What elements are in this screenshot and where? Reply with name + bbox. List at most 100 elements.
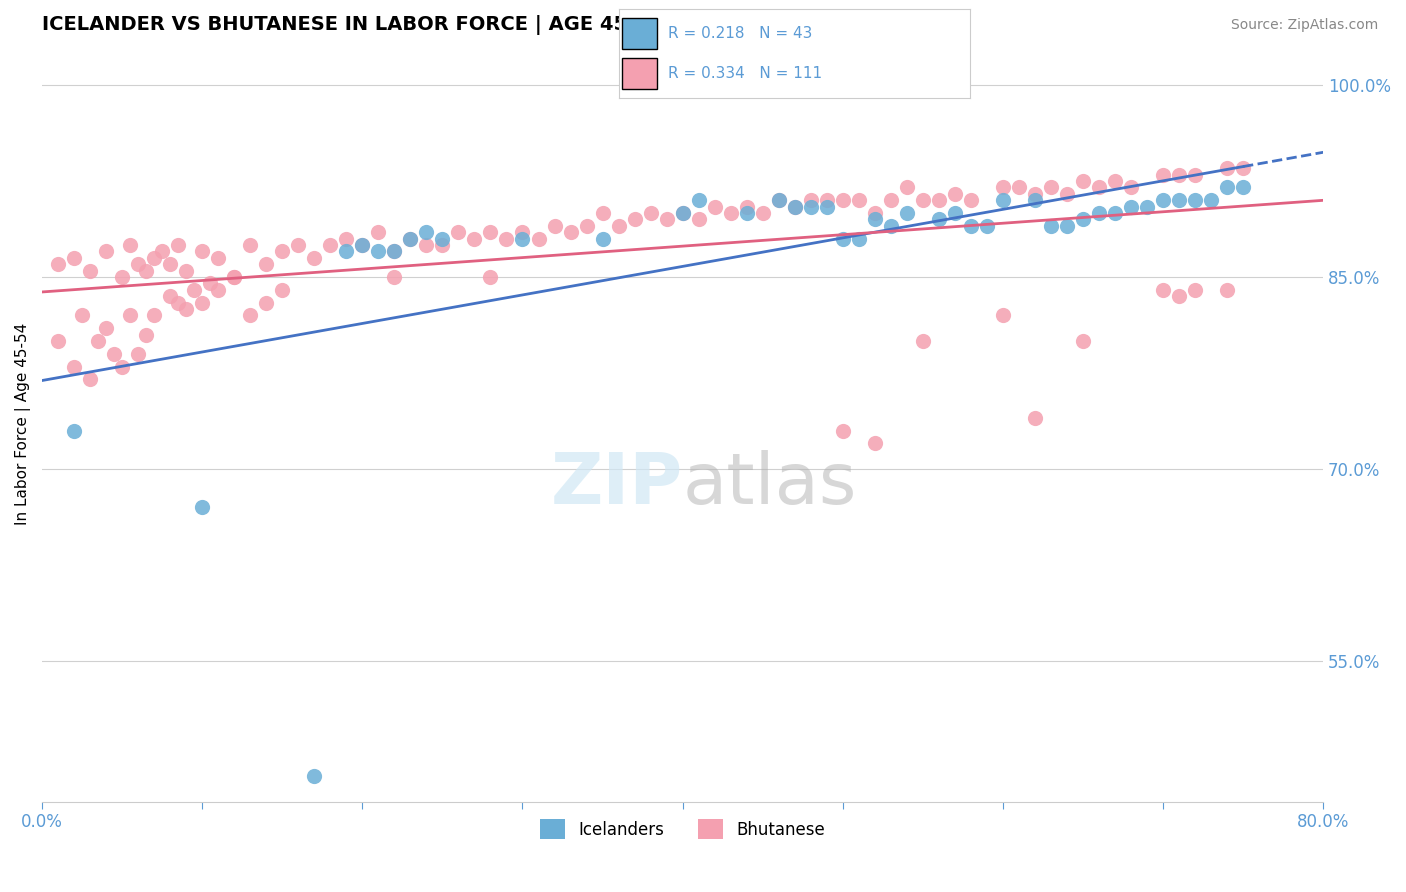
Point bbox=[800, 200, 823, 214]
Point bbox=[880, 193, 903, 207]
Point bbox=[1024, 186, 1046, 201]
Point bbox=[143, 309, 166, 323]
Point bbox=[512, 231, 534, 245]
Point bbox=[432, 238, 454, 252]
Point bbox=[367, 244, 389, 259]
Point bbox=[848, 193, 870, 207]
Point bbox=[432, 231, 454, 245]
Point bbox=[1216, 283, 1239, 297]
Point bbox=[495, 231, 517, 245]
Point bbox=[512, 225, 534, 239]
Point bbox=[592, 231, 614, 245]
Point bbox=[335, 244, 357, 259]
Point bbox=[271, 283, 294, 297]
Point bbox=[720, 206, 742, 220]
Point bbox=[1008, 180, 1031, 194]
Point bbox=[991, 180, 1014, 194]
Point bbox=[1071, 212, 1094, 227]
Point bbox=[943, 206, 966, 220]
Point bbox=[960, 219, 983, 233]
Point bbox=[1168, 289, 1191, 303]
Point bbox=[768, 193, 790, 207]
Point bbox=[1104, 206, 1126, 220]
Point bbox=[543, 219, 565, 233]
Point bbox=[87, 334, 110, 348]
Point bbox=[254, 295, 277, 310]
Point bbox=[1168, 168, 1191, 182]
Point bbox=[367, 225, 389, 239]
Point bbox=[1071, 334, 1094, 348]
Text: atlas: atlas bbox=[683, 450, 858, 519]
Point bbox=[191, 295, 214, 310]
Point bbox=[304, 251, 326, 265]
Text: R = 0.334   N = 111: R = 0.334 N = 111 bbox=[668, 66, 823, 80]
Point bbox=[63, 251, 86, 265]
Point bbox=[1088, 180, 1111, 194]
Point bbox=[70, 309, 93, 323]
Point bbox=[159, 257, 181, 271]
Point bbox=[159, 289, 181, 303]
Point bbox=[1168, 193, 1191, 207]
Point bbox=[479, 225, 502, 239]
Point bbox=[815, 193, 838, 207]
Point bbox=[527, 231, 550, 245]
Point bbox=[143, 251, 166, 265]
Point bbox=[174, 263, 197, 277]
Point bbox=[447, 225, 470, 239]
Point bbox=[928, 193, 950, 207]
Point bbox=[1184, 283, 1206, 297]
Point bbox=[1056, 186, 1078, 201]
Point bbox=[976, 219, 998, 233]
Point bbox=[1152, 193, 1174, 207]
Point bbox=[239, 309, 262, 323]
Point bbox=[415, 238, 437, 252]
Point bbox=[768, 193, 790, 207]
Point bbox=[207, 251, 229, 265]
Point bbox=[1119, 180, 1142, 194]
Point bbox=[46, 334, 69, 348]
Point bbox=[831, 193, 853, 207]
Point bbox=[688, 212, 710, 227]
Point bbox=[463, 231, 485, 245]
Point bbox=[735, 206, 758, 220]
Point bbox=[1152, 283, 1174, 297]
Point bbox=[191, 244, 214, 259]
Point bbox=[815, 200, 838, 214]
Point bbox=[63, 424, 86, 438]
Point bbox=[1088, 206, 1111, 220]
Point bbox=[111, 359, 134, 374]
Text: Source: ZipAtlas.com: Source: ZipAtlas.com bbox=[1230, 18, 1378, 32]
Point bbox=[1184, 193, 1206, 207]
Point bbox=[352, 238, 374, 252]
Point bbox=[928, 212, 950, 227]
Point bbox=[1184, 168, 1206, 182]
Point bbox=[655, 212, 678, 227]
Point bbox=[79, 372, 101, 386]
Point bbox=[960, 193, 983, 207]
Point bbox=[415, 225, 437, 239]
Point bbox=[399, 231, 422, 245]
Point bbox=[1056, 219, 1078, 233]
Point bbox=[896, 180, 918, 194]
Point bbox=[183, 283, 205, 297]
Point bbox=[623, 212, 645, 227]
Point bbox=[1071, 174, 1094, 188]
Point bbox=[319, 238, 342, 252]
Text: R = 0.218   N = 43: R = 0.218 N = 43 bbox=[668, 27, 813, 41]
Point bbox=[111, 270, 134, 285]
Point bbox=[640, 206, 662, 220]
Point bbox=[127, 347, 149, 361]
Text: ZIP: ZIP bbox=[550, 450, 683, 519]
Point bbox=[79, 263, 101, 277]
Point bbox=[254, 257, 277, 271]
Point bbox=[592, 206, 614, 220]
Point bbox=[783, 200, 806, 214]
Point bbox=[135, 327, 157, 342]
Point bbox=[848, 231, 870, 245]
Point bbox=[735, 200, 758, 214]
Point bbox=[751, 206, 773, 220]
Point bbox=[831, 424, 853, 438]
Point bbox=[150, 244, 173, 259]
Point bbox=[800, 193, 823, 207]
Point bbox=[167, 238, 190, 252]
